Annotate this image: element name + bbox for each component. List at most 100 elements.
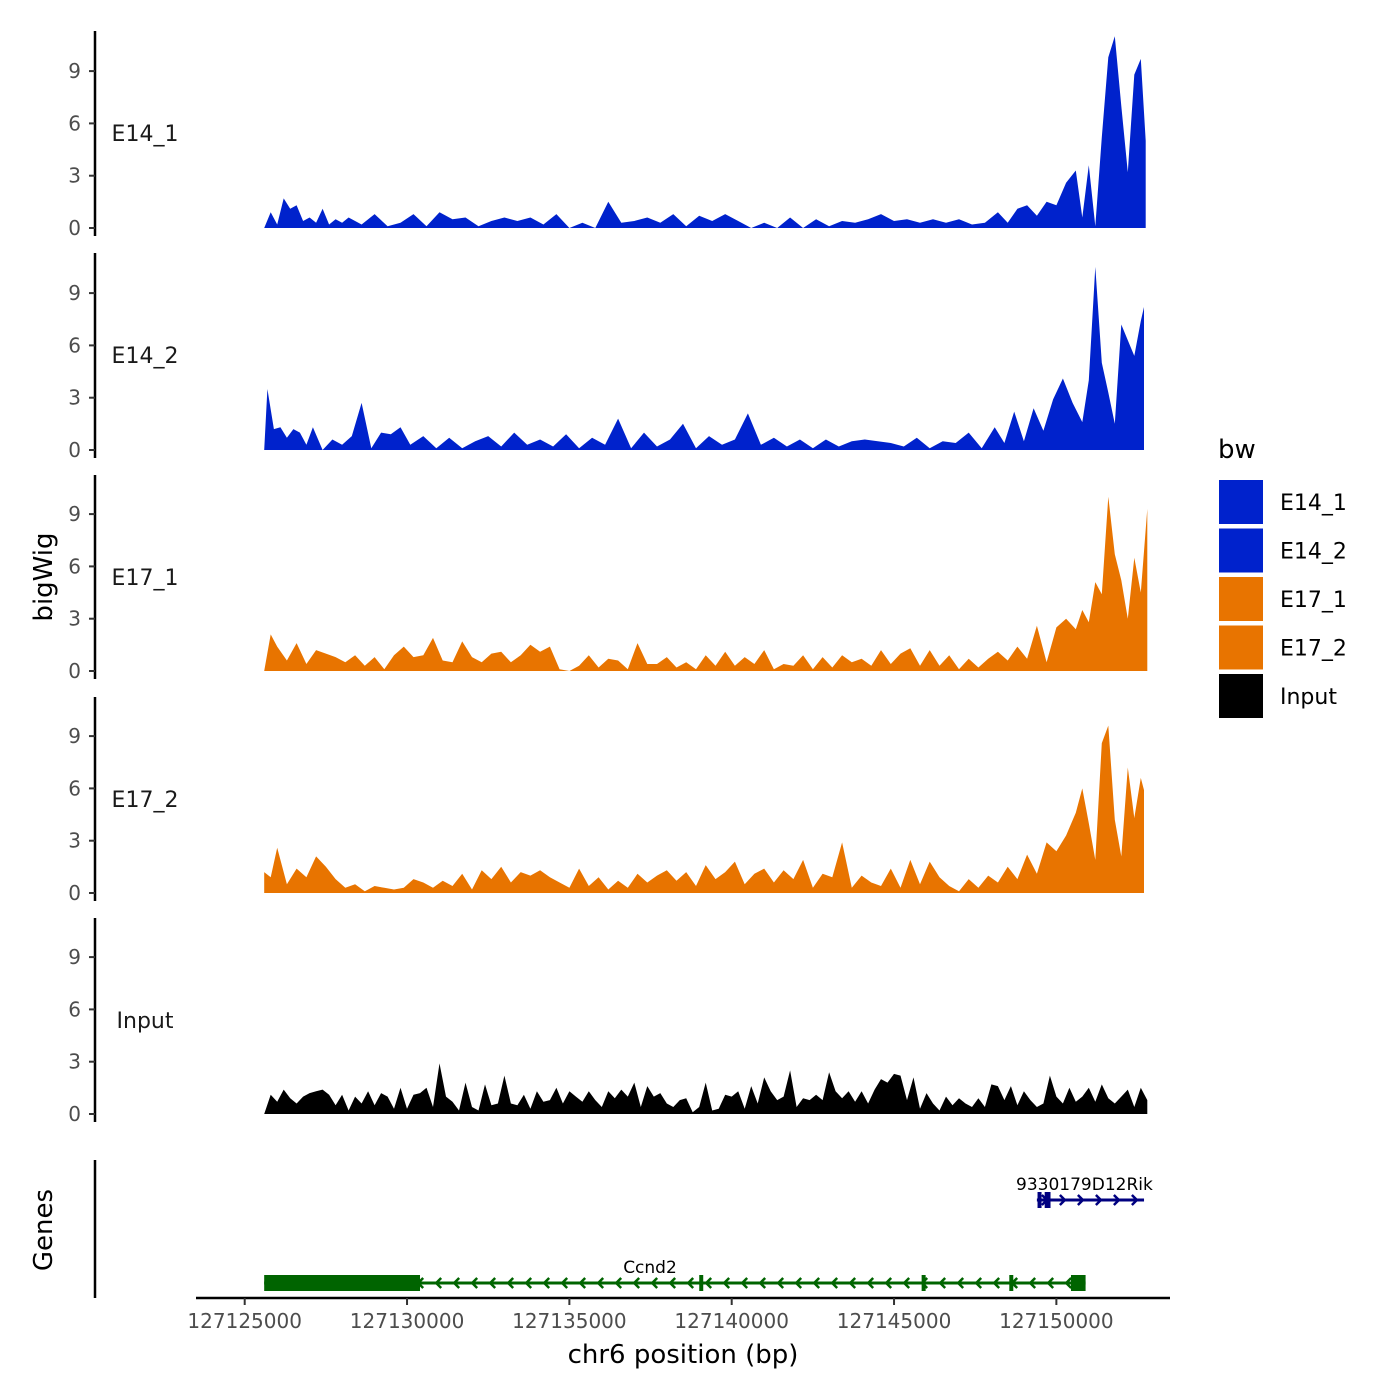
gene-label: 9330179D12Rik (1016, 1175, 1153, 1195)
track-E14_1: 0 3 6 9 E14_1 (68, 31, 1146, 240)
track-label: E14_2 (112, 344, 179, 369)
y-tick-label: 3 (68, 607, 81, 631)
y-tick-label: 0 (68, 881, 81, 905)
strand-arrow (668, 1277, 677, 1289)
x-tick-label: 127140000 (674, 1309, 789, 1333)
y-tick-label: 6 (68, 111, 81, 135)
strand-arrow (740, 1277, 749, 1289)
y-tick-label: 3 (68, 829, 81, 853)
y-tick-label: 6 (68, 554, 81, 578)
strand-arrow (614, 1277, 623, 1289)
gene-9330179D12Rik: 9330179D12Rik (1016, 1175, 1153, 1208)
area-E17_2 (264, 725, 1144, 893)
y-tick-label: 3 (68, 1050, 81, 1074)
y-tick-label: 0 (68, 659, 81, 683)
strand-arrow (1113, 1194, 1121, 1206)
track-Input: 0 3 6 9 Input (68, 918, 1148, 1126)
legend-label: E14_2 (1280, 540, 1347, 565)
gene-label: Ccnd2 (623, 1258, 677, 1278)
strand-arrow (758, 1277, 767, 1289)
x-axis-title: chr6 position (bp) (568, 1340, 799, 1370)
strand-arrow (776, 1277, 785, 1289)
strand-arrow (1028, 1277, 1037, 1289)
strand-arrow (560, 1277, 569, 1289)
track-label: E17_2 (112, 788, 179, 813)
strand-arrow (1064, 1277, 1073, 1289)
strand-arrow (848, 1277, 857, 1289)
exon (921, 1275, 926, 1291)
track-E17_1: 0 3 6 9 E17_1 (68, 475, 1148, 683)
x-tick-label: 127150000 (999, 1309, 1114, 1333)
area-Input (264, 1063, 1148, 1114)
strand-arrow (452, 1277, 461, 1289)
y-tick-label: 6 (68, 333, 81, 357)
gene-Ccnd2: Ccnd2 (264, 1258, 1086, 1291)
exon (699, 1275, 704, 1291)
legend-label: E14_1 (1280, 491, 1347, 516)
x-tick-label: 127135000 (512, 1309, 627, 1333)
legend-title: bw (1218, 435, 1256, 465)
strand-arrow (686, 1277, 695, 1289)
area-E14_2 (264, 266, 1144, 450)
x-tick-label: 127125000 (187, 1309, 302, 1333)
strand-arrow (1046, 1277, 1055, 1289)
legend-swatch-E14_1 (1219, 480, 1263, 524)
y-tick-label: 9 (68, 724, 81, 748)
x-tick-label: 127130000 (350, 1309, 465, 1333)
area-E17_1 (264, 496, 1148, 671)
strand-arrow (650, 1277, 659, 1289)
track-label: E17_1 (112, 566, 179, 591)
strand-arrow (830, 1277, 839, 1289)
strand-arrow (704, 1277, 713, 1289)
exon (264, 1275, 421, 1291)
y-tick-label: 0 (68, 1102, 81, 1126)
exon (1044, 1192, 1051, 1208)
legend-swatch-E17_1 (1219, 577, 1263, 621)
strand-arrow (902, 1277, 911, 1289)
legend-swatch-E17_2 (1219, 625, 1263, 670)
strand-arrow (524, 1277, 533, 1289)
strand-arrow (992, 1277, 1001, 1289)
strand-arrow (794, 1277, 803, 1289)
x-tick-label: 127145000 (837, 1309, 952, 1333)
track-label: E14_1 (112, 122, 179, 147)
legend-label: E17_1 (1280, 588, 1347, 613)
strand-arrow (1095, 1194, 1103, 1206)
y-tick-label: 9 (68, 281, 81, 305)
legend-swatch-E14_2 (1219, 528, 1263, 573)
track-label: Input (117, 1009, 174, 1034)
strand-arrow (578, 1277, 587, 1289)
strand-arrow (1059, 1194, 1067, 1206)
strand-arrow (1131, 1194, 1139, 1206)
strand-arrow (470, 1277, 479, 1289)
legend-label: E17_2 (1280, 637, 1347, 662)
y-tick-label: 9 (68, 502, 81, 526)
y-tick-label: 9 (68, 945, 81, 969)
strand-arrow (956, 1277, 965, 1289)
strand-arrow (488, 1277, 497, 1289)
exon (1037, 1192, 1042, 1208)
y-tick-label: 6 (68, 776, 81, 800)
area-E14_1 (264, 36, 1146, 229)
strand-arrow (884, 1277, 893, 1289)
track-E14_2: 0 3 6 9 E14_2 (68, 253, 1144, 462)
y-tick-label: 0 (68, 438, 81, 462)
y-tick-label: 3 (68, 386, 81, 410)
strand-arrow (434, 1277, 443, 1289)
strand-arrow (542, 1277, 551, 1289)
exon (1070, 1275, 1086, 1291)
strand-arrow (938, 1277, 947, 1289)
legend-swatch-Input (1219, 674, 1263, 718)
exon (1009, 1275, 1014, 1291)
strand-arrow (974, 1277, 983, 1289)
strand-arrow (596, 1277, 605, 1289)
track-E17_2: 0 3 6 9 E17_2 (68, 697, 1144, 905)
strand-arrow (722, 1277, 731, 1289)
y-tick-label: 0 (68, 216, 81, 240)
legend-label: Input (1280, 685, 1337, 710)
strand-arrow (506, 1277, 515, 1289)
y-tick-label: 9 (68, 59, 81, 83)
y-tick-label: 3 (68, 164, 81, 188)
y-tick-label: 6 (68, 997, 81, 1021)
